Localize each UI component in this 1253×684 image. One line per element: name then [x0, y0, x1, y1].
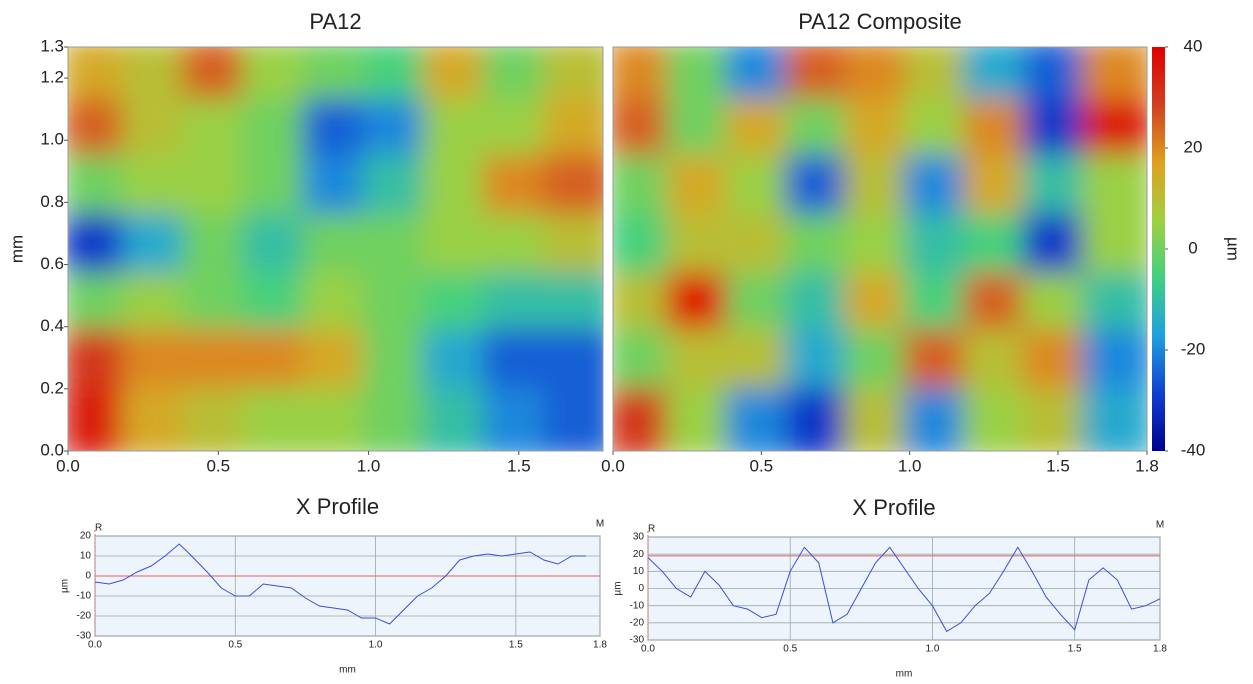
chart-title: PA12: [309, 9, 361, 34]
x-tick-label: 1.5: [1046, 456, 1070, 475]
x-tick-label: 1.8: [1135, 456, 1159, 475]
y-tick-label: -20: [630, 617, 645, 628]
colorbar-tick-label: 20: [1184, 137, 1203, 156]
heatmap-cells: [62, 40, 615, 459]
x-tick-label: 1.0: [369, 640, 383, 651]
y-tick-label: 1.0: [40, 130, 64, 149]
y-tick-label: 20: [80, 531, 92, 542]
x-tick-label: 0.0: [601, 456, 625, 475]
y-tick-label: 0.8: [40, 192, 64, 211]
heatmap: [607, 40, 1153, 459]
x-axis-label: mm: [896, 669, 913, 680]
colorbar-tick-label: 0: [1188, 238, 1197, 257]
y-tick-label: 1.2: [40, 68, 64, 87]
start-label: R: [648, 524, 655, 535]
colorbar: [1152, 47, 1165, 451]
heatmap-cells: [607, 40, 1153, 459]
y-axis-label: mm: [7, 235, 26, 263]
y-axis-label: µm: [60, 579, 71, 593]
x-tick-label: 1.0: [925, 644, 939, 655]
heat-cell: [543, 388, 615, 459]
y-tick-label: -10: [77, 591, 92, 602]
figure: PA12 0.0 0.5 1.0 1.5 0.0 0.2 0.4 0.6 0.8 1.0 1.2 1.3…: [0, 0, 1253, 684]
chart-title: X Profile: [852, 495, 935, 520]
y-tick-label: -20: [77, 611, 92, 622]
y-tick-label: 30: [633, 532, 645, 543]
y-tick-label: 10: [80, 551, 92, 562]
x-tick-label: 1.5: [509, 640, 523, 651]
y-tick-label: 1.3: [40, 36, 64, 55]
heat-cell: [1082, 388, 1153, 459]
x-tick-label: 0.5: [783, 644, 797, 655]
x-tick-label: 0.0: [641, 644, 655, 655]
y-tick-label: -10: [630, 600, 645, 611]
x-tick-label: 1.8: [1153, 644, 1167, 655]
colorbar-tick-label: 40: [1184, 36, 1203, 55]
y-tick-label: 20: [633, 549, 645, 560]
x-axis-label: mm: [339, 665, 356, 676]
start-label: R: [95, 523, 102, 534]
end-label: M: [1156, 520, 1164, 531]
x-tick-label: 1.5: [507, 456, 531, 475]
x-tick-label: 0.5: [750, 456, 774, 475]
y-tick-label: 0: [638, 583, 644, 594]
chart-title: X Profile: [296, 494, 379, 519]
y-tick-label: 0.6: [40, 254, 64, 273]
y-tick-label: 0: [85, 571, 91, 582]
x-tick-label: 1.0: [898, 456, 922, 475]
end-label: M: [596, 519, 604, 530]
y-tick-label: 0.0: [40, 440, 64, 459]
x-tick-label: 1.5: [1068, 644, 1082, 655]
x-tick-label: 0.5: [206, 456, 230, 475]
y-tick-label: 10: [633, 566, 645, 577]
x-tick-label: 0.5: [228, 640, 242, 651]
colorbar-tick-label: -40: [1181, 440, 1206, 459]
x-tick-label: 1.0: [357, 456, 381, 475]
colorbar-tick-label: -20: [1181, 339, 1206, 358]
chart-title: PA12 Composite: [798, 9, 961, 34]
y-tick-label: 0.4: [40, 316, 64, 335]
x-tick-label: 1.8: [593, 640, 607, 651]
y-axis-label: µm: [613, 581, 624, 595]
heatmap: [62, 40, 615, 459]
colorbar-label: µm: [1224, 237, 1243, 261]
x-tick-label: 0.0: [88, 640, 102, 651]
y-tick-label: 0.2: [40, 378, 64, 397]
